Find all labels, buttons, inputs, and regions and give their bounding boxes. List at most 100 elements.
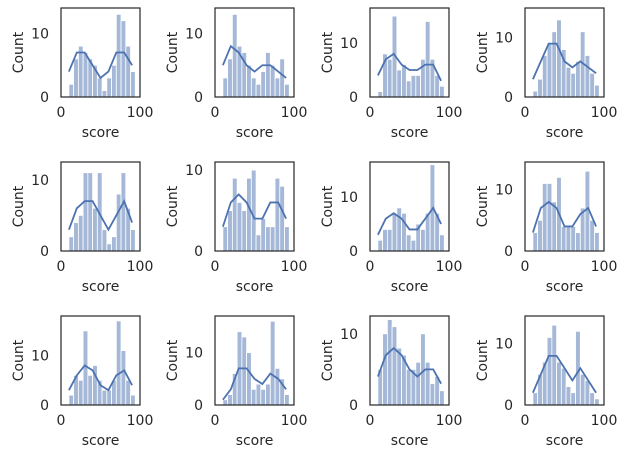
y-axis-label: Count	[320, 185, 336, 227]
x-axis-label: score	[236, 279, 274, 295]
y-tick-label: 10	[185, 346, 203, 362]
y-tick-label: 10	[495, 31, 513, 47]
y-tick-label: 10	[31, 349, 49, 365]
bar	[255, 234, 262, 252]
bar	[410, 239, 417, 252]
bar	[246, 352, 252, 406]
bar	[260, 388, 266, 406]
x-axis-label: score	[82, 279, 120, 295]
axes-frame	[60, 161, 141, 252]
kde-line	[68, 199, 133, 232]
bar	[391, 212, 398, 252]
y-tick-label: 0	[349, 398, 358, 414]
bar	[546, 337, 553, 406]
y-tick-label: 10	[340, 190, 358, 206]
bar	[101, 229, 108, 252]
bar	[556, 361, 562, 406]
x-tick-label: 100	[436, 259, 463, 275]
bar	[101, 90, 108, 98]
axes-frame	[369, 315, 450, 406]
bar	[260, 71, 266, 98]
bar	[546, 43, 553, 98]
x-tick-label: 100	[591, 259, 618, 275]
bar	[255, 83, 262, 98]
bar	[274, 177, 281, 252]
y-tick-label: 10	[31, 173, 49, 189]
bar	[130, 394, 136, 406]
bar	[279, 58, 285, 98]
x-tick-label: 0	[521, 105, 530, 121]
axes-frame	[369, 7, 450, 98]
bar	[274, 367, 281, 406]
bar	[246, 64, 252, 98]
y-tick-label: 0	[349, 90, 358, 106]
kde-line	[532, 42, 597, 80]
y-tick-label: 0	[504, 398, 513, 414]
y-axis-label: Count	[11, 185, 27, 227]
y-tick-label: 10	[185, 163, 203, 179]
bar	[279, 185, 285, 252]
y-tick-label: 0	[194, 244, 203, 260]
bar	[125, 45, 131, 98]
bar	[241, 336, 248, 406]
x-axis-label: score	[546, 433, 584, 449]
y-axis-label: Count	[165, 339, 181, 381]
x-axis-label: score	[82, 125, 120, 141]
axes-frame	[524, 161, 605, 252]
y-tick-label: 0	[40, 90, 49, 106]
x-axis-label: score	[546, 125, 584, 141]
bar	[130, 71, 136, 98]
bar	[115, 13, 122, 98]
x-axis-label: score	[391, 433, 429, 449]
bar	[87, 374, 94, 406]
bar	[584, 55, 591, 98]
x-tick-label: 100	[436, 413, 463, 429]
bar	[589, 72, 595, 98]
x-tick-label: 0	[366, 259, 375, 275]
bar	[405, 80, 412, 98]
bar	[439, 390, 445, 406]
bar	[594, 84, 600, 98]
y-tick-label: 10	[31, 26, 49, 42]
y-axis-label: Count	[11, 31, 27, 73]
x-tick-label: 100	[281, 413, 308, 429]
x-tick-label: 0	[57, 105, 66, 121]
y-axis-label: Count	[475, 339, 491, 381]
y-tick-label: 0	[40, 244, 49, 260]
bar	[570, 392, 576, 406]
bar	[115, 193, 122, 252]
bar	[575, 61, 581, 98]
axes-frame	[60, 315, 141, 406]
bar	[396, 347, 402, 406]
x-tick-label: 0	[366, 105, 375, 121]
bar	[579, 373, 586, 406]
y-tick-label: 10	[495, 183, 513, 199]
kde-line	[377, 206, 442, 236]
bar	[565, 386, 572, 406]
bar	[537, 78, 543, 98]
kde-line	[222, 367, 287, 401]
bar	[227, 394, 233, 406]
x-axis-label: score	[546, 279, 584, 295]
bar	[594, 232, 600, 252]
x-tick-label: 100	[127, 413, 154, 429]
bar	[68, 83, 75, 98]
bar	[420, 229, 426, 252]
y-tick-label: 10	[185, 26, 203, 42]
bar	[396, 207, 402, 252]
x-tick-label: 0	[366, 413, 375, 429]
x-tick-label: 0	[211, 413, 220, 429]
bar	[429, 383, 436, 406]
bar	[541, 183, 548, 252]
bar	[284, 226, 290, 252]
bar	[532, 232, 539, 252]
bar	[222, 399, 229, 406]
y-tick-label: 0	[349, 244, 358, 260]
bar	[227, 210, 233, 252]
axes-frame	[214, 161, 295, 252]
x-tick-label: 0	[211, 259, 220, 275]
x-tick-label: 100	[436, 105, 463, 121]
bar	[532, 392, 539, 406]
bar	[415, 75, 421, 98]
